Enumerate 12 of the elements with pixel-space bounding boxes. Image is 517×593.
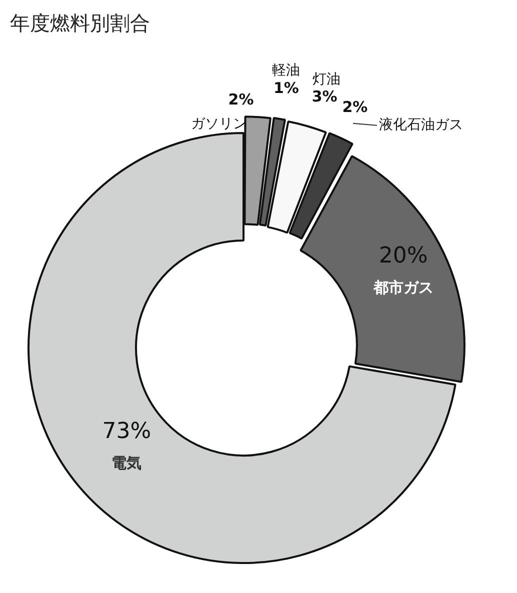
slice-label: 都市ガス (372, 278, 434, 296)
data-label: 20% (378, 243, 428, 268)
chart-title: 年度燃料別割合 (10, 10, 150, 37)
slice-label: 電気 (112, 454, 142, 472)
data-label: 3% (312, 88, 338, 106)
data-label: 2% (342, 98, 368, 116)
data-label: 1% (273, 78, 299, 97)
slice-label: 灯油 (312, 71, 341, 88)
legend-label: 液化石油ガス (378, 116, 463, 133)
data-label: 73% (102, 419, 152, 444)
data-label: 2% (228, 90, 254, 108)
slice-label: 軽油 (272, 62, 300, 79)
